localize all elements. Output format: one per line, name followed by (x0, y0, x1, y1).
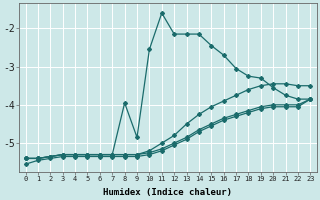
X-axis label: Humidex (Indice chaleur): Humidex (Indice chaleur) (103, 188, 232, 197)
